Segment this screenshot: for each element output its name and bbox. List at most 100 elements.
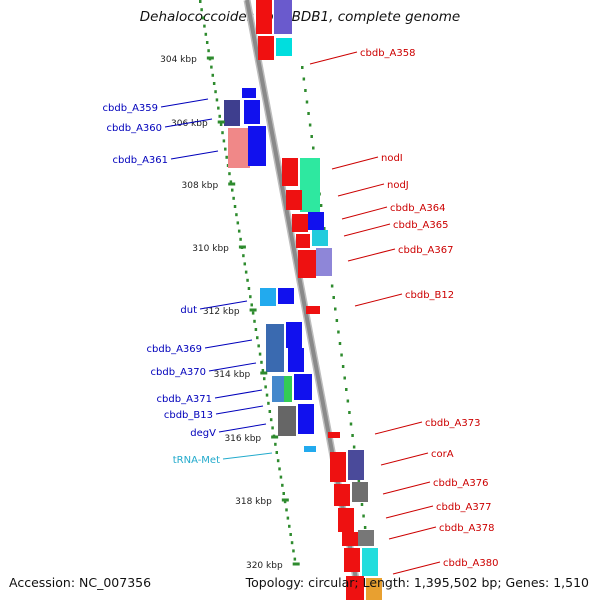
gene-block [266, 324, 284, 372]
forward-leader [347, 248, 396, 262]
outer-tick [217, 106, 220, 110]
forward-gene-label: cbdb_A377 [436, 502, 491, 513]
outer-tick [256, 336, 259, 340]
forward-gene-label: cbdb_A367 [398, 245, 453, 256]
forward-leader [354, 293, 403, 307]
gene-block [284, 376, 292, 402]
reverse-gene-label: cbdb_A359 [103, 103, 158, 114]
forward-leader [309, 51, 358, 65]
inner-tick [302, 77, 306, 81]
gene-block [298, 404, 314, 434]
reverse-gene-label: degV [190, 428, 216, 439]
inner-tick [335, 319, 339, 322]
outer-tick [249, 295, 252, 299]
rna-gene-label: tRNA-Met [173, 455, 220, 466]
outer-tick [200, 8, 203, 12]
forward-leader [337, 183, 385, 197]
gene-block [278, 288, 294, 304]
outer-tick [207, 49, 210, 53]
forward-gene-label: nodI [381, 153, 403, 164]
inner-tick [351, 434, 354, 437]
reverse-gene-label: cbdb_A371 [157, 394, 212, 405]
gene-block [286, 190, 302, 210]
outer-tick [281, 483, 284, 487]
gene-block [366, 578, 382, 600]
outer-tick [218, 114, 221, 118]
outer-tick [236, 221, 240, 225]
inner-tick [337, 330, 340, 334]
inner-tick [346, 399, 350, 403]
inner-tick [310, 135, 313, 138]
scale-major-tick [206, 56, 214, 60]
reverse-gene-label: cbdb_A361 [113, 155, 168, 166]
scale-major-tick [281, 498, 289, 502]
reverse-leader [214, 389, 263, 399]
forward-leader [382, 481, 431, 495]
scale-major-tick [271, 435, 279, 439]
outer-tick [201, 16, 205, 20]
gene-block [328, 432, 340, 438]
inner-tick [341, 365, 345, 368]
scale-major-tick [249, 308, 257, 312]
reverse-leader [199, 300, 248, 310]
gene-block [338, 508, 354, 532]
forward-gene-label: cbdb_A358 [360, 48, 415, 59]
gene-block [256, 0, 272, 34]
gene-block [298, 250, 316, 278]
outer-tick [211, 73, 215, 77]
gene-block [308, 212, 324, 230]
gene-block [260, 288, 276, 306]
gene-block [342, 532, 358, 546]
forward-gene-label: cbdb_A376 [433, 478, 488, 489]
gene-block [228, 128, 250, 168]
forward-gene-label: cbdb_B12 [405, 290, 454, 301]
forward-leader [392, 561, 441, 575]
gene-feature-blocks [224, 0, 382, 600]
outer-tick [279, 475, 283, 479]
outer-tick [222, 139, 226, 143]
outer-tick [261, 369, 265, 372]
inner-tick [345, 388, 348, 391]
outer-tick [242, 254, 245, 258]
outer-tick [282, 492, 285, 495]
gene-block [274, 0, 292, 34]
inner-tick [343, 376, 346, 380]
scale-label: 308 kbp [182, 181, 219, 191]
inner-tick [305, 100, 309, 104]
gene-block [346, 576, 364, 600]
gene-block [294, 374, 312, 400]
outer-tick [267, 401, 270, 405]
gene-label-leaders [160, 51, 441, 575]
forward-leader [388, 526, 437, 540]
scale-label: 312 kbp [203, 307, 240, 317]
gene-block [334, 484, 350, 506]
scale-label: 314 kbp [214, 370, 251, 380]
outer-tick [278, 467, 281, 471]
outer-tick [290, 541, 294, 545]
outer-tick [247, 287, 251, 290]
outer-tick [293, 557, 297, 561]
gene-block [258, 36, 274, 60]
forward-leader [331, 156, 379, 170]
scale-major-tick [292, 562, 300, 566]
gene-block [316, 248, 332, 276]
inner-tick [363, 526, 367, 529]
outer-tick [219, 123, 223, 126]
inner-tick [304, 89, 307, 92]
outer-tick [289, 533, 292, 536]
outer-tick [243, 262, 247, 266]
outer-tick [254, 328, 258, 331]
outer-tick [233, 205, 237, 208]
forward-gene-label: corA [431, 449, 454, 460]
scale-major-tick [228, 182, 236, 186]
gene-block [286, 322, 302, 348]
genome-summary: Topology: circular; Length: 1,395,502 bp… [245, 575, 589, 590]
scale-label: 310 kbp [192, 244, 229, 254]
reverse-gene-label: cbdb_A360 [107, 123, 162, 134]
outer-tick [237, 229, 241, 233]
gene-block [306, 306, 320, 314]
inner-tick [340, 353, 343, 357]
outer-tick [199, 0, 202, 3]
scale-labels: 304 kbp 306 kbp 308 kbp 310 kbp 312 kbp 314 k… [160, 55, 300, 571]
gene-block [296, 234, 310, 248]
